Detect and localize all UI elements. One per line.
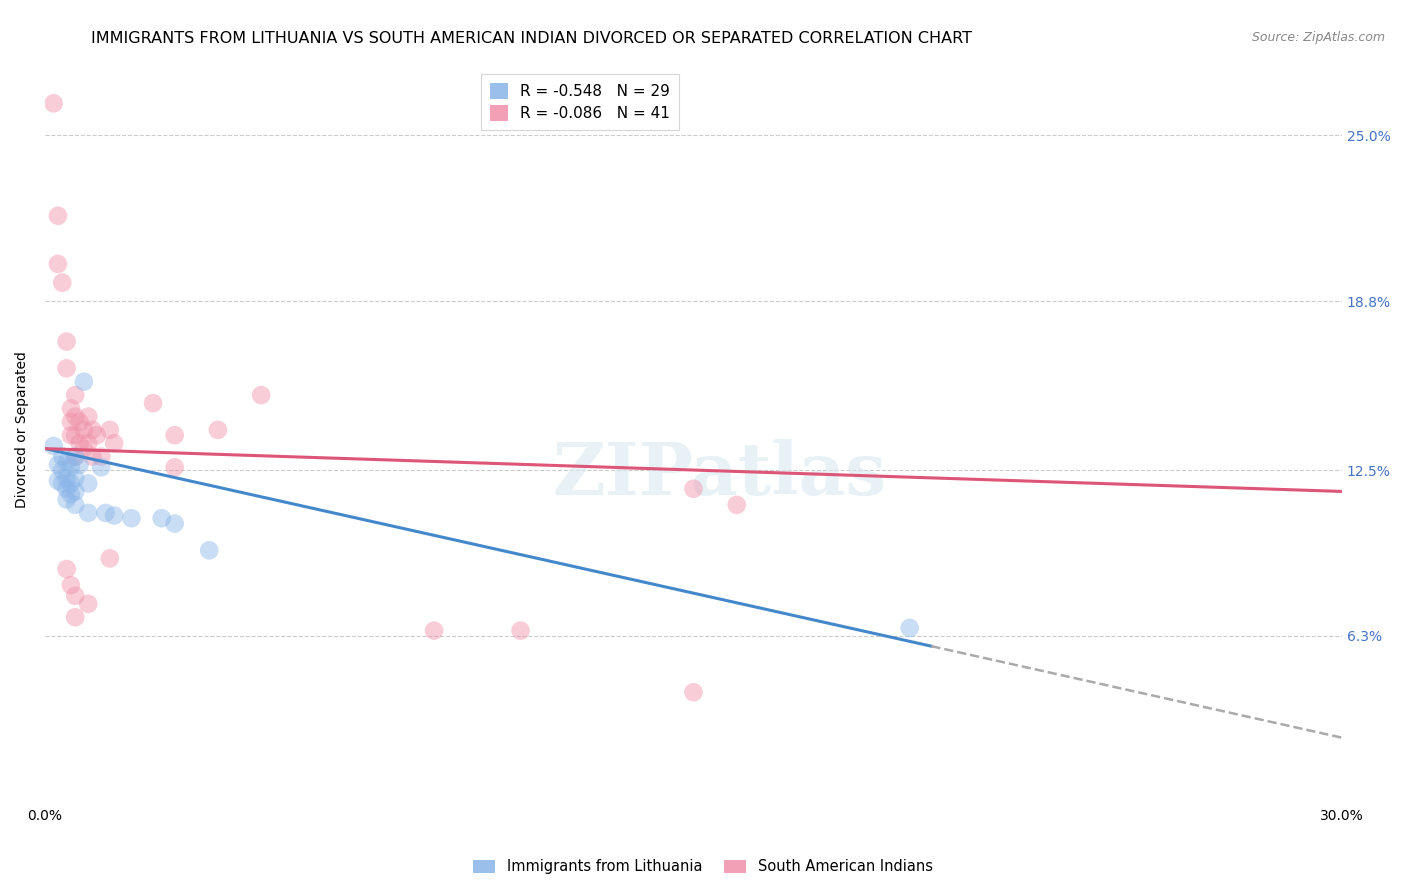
Point [65, 610, 87, 624]
Point [55, 492, 77, 507]
Text: ZIPatlas: ZIPatlas [553, 440, 887, 510]
Point [59, 578, 82, 592]
Point [198, 543, 221, 558]
Point [82, 450, 104, 464]
Point [42, 439, 65, 453]
Point [69, 458, 91, 472]
Point [59, 460, 82, 475]
Point [55, 361, 77, 376]
Point [94, 506, 117, 520]
Point [73, 375, 96, 389]
Point [163, 428, 186, 442]
Point [51, 476, 73, 491]
Point [55, 482, 77, 496]
Point [682, 685, 704, 699]
Point [98, 423, 121, 437]
Point [898, 621, 921, 635]
Point [725, 498, 748, 512]
Point [77, 436, 100, 450]
Point [65, 450, 87, 464]
Point [682, 482, 704, 496]
Point [46, 257, 69, 271]
Point [46, 209, 69, 223]
Point [77, 597, 100, 611]
Point [65, 484, 87, 499]
Point [59, 415, 82, 429]
Point [423, 624, 446, 638]
Point [103, 508, 125, 523]
Point [90, 460, 112, 475]
Point [69, 415, 91, 429]
Point [163, 460, 186, 475]
Point [55, 562, 77, 576]
Point [65, 450, 87, 464]
Point [59, 487, 82, 501]
Point [98, 551, 121, 566]
Point [86, 428, 108, 442]
Point [55, 455, 77, 469]
Point [163, 516, 186, 531]
Point [65, 589, 87, 603]
Point [59, 476, 82, 491]
Point [77, 476, 100, 491]
Legend: R = -0.548   N = 29, R = -0.086   N = 41: R = -0.548 N = 29, R = -0.086 N = 41 [481, 74, 679, 130]
Point [55, 334, 77, 349]
Point [51, 463, 73, 477]
Point [65, 471, 87, 485]
Point [69, 436, 91, 450]
Point [82, 423, 104, 437]
Point [77, 506, 100, 520]
Point [73, 423, 96, 437]
Point [250, 388, 273, 402]
Point [142, 396, 165, 410]
Point [77, 409, 100, 424]
Point [207, 423, 229, 437]
Point [59, 401, 82, 416]
Point [65, 388, 87, 402]
Text: Source: ZipAtlas.com: Source: ZipAtlas.com [1251, 31, 1385, 45]
Legend: Immigrants from Lithuania, South American Indians: Immigrants from Lithuania, South America… [467, 854, 939, 880]
Y-axis label: Divorced or Separated: Divorced or Separated [15, 351, 30, 508]
Point [73, 442, 96, 456]
Point [65, 498, 87, 512]
Point [46, 474, 69, 488]
Point [120, 511, 142, 525]
Point [59, 428, 82, 442]
Point [103, 436, 125, 450]
Point [90, 450, 112, 464]
Point [55, 471, 77, 485]
Point [42, 96, 65, 111]
Point [65, 428, 87, 442]
Point [65, 409, 87, 424]
Point [51, 276, 73, 290]
Point [150, 511, 173, 525]
Point [51, 450, 73, 464]
Point [46, 458, 69, 472]
Point [509, 624, 531, 638]
Text: IMMIGRANTS FROM LITHUANIA VS SOUTH AMERICAN INDIAN DIVORCED OR SEPARATED CORRELA: IMMIGRANTS FROM LITHUANIA VS SOUTH AMERI… [91, 31, 973, 46]
